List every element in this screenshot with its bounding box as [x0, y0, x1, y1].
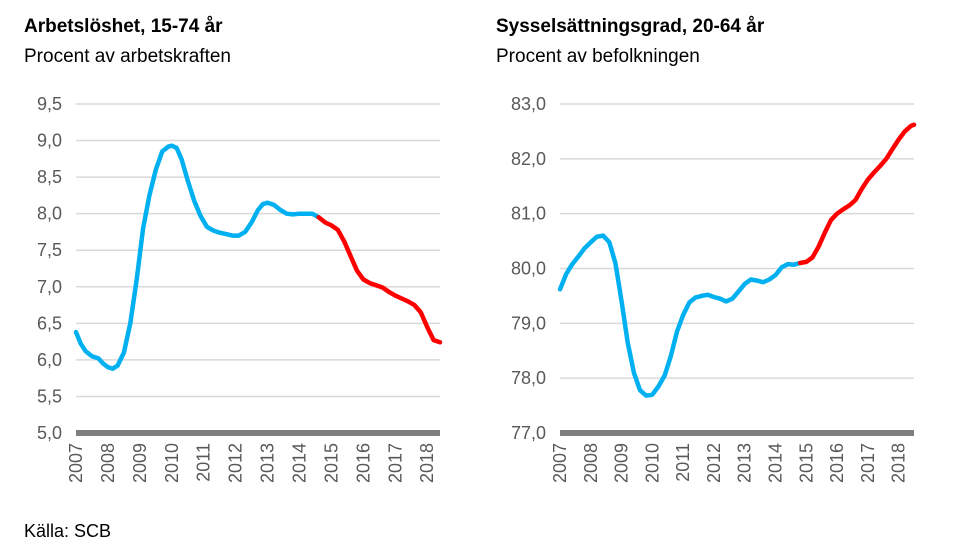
x-tick-label: 2014 — [290, 443, 310, 483]
y-tick-label: 81,0 — [511, 204, 546, 224]
y-tick-label: 8,0 — [37, 204, 62, 224]
unemployment-chart-panel: 5,0 5,5 6,0 6,5 7,0 7,5 8,0 8,5 9,0 9,5 2007 2008 20… — [0, 0, 478, 520]
y-tick-label: 78,0 — [511, 368, 546, 388]
y-tick-label: 9,5 — [37, 94, 62, 114]
x-tick-label: 2014 — [765, 443, 785, 483]
y-tick-label: 7,0 — [37, 277, 62, 297]
x-tick-label: 2012 — [226, 443, 246, 483]
x-tick-label: 2017 — [385, 443, 405, 483]
source-note: Källa: SCB — [24, 521, 112, 541]
x-tick-label: 2016 — [353, 443, 373, 483]
y-tick-label: 79,0 — [511, 313, 546, 333]
historical-series-line — [73, 143, 321, 371]
y-tick-label: 80,0 — [511, 259, 546, 279]
employment-rate-chart: 77,0 78,0 79,0 80,0 81,0 82,0 83,0 2007 2008 2009… — [511, 94, 917, 483]
x-tick-label: 2012 — [704, 443, 724, 483]
unemployment-chart-subtitle: Procent av arbetskraften — [24, 46, 231, 67]
x-tick-label: 2008 — [98, 443, 118, 483]
x-tick-label: 2010 — [642, 443, 662, 483]
x-tick-label: 2009 — [612, 443, 632, 483]
x-tick-label: 2015 — [321, 443, 341, 483]
y-tick-label: 83,0 — [511, 94, 546, 114]
x-tick-label: 2009 — [130, 443, 150, 483]
unemployment-chart-title: Arbetslöshet, 15-74 år — [24, 16, 223, 37]
x-tick-label: 2007 — [66, 443, 86, 483]
x-tick-label: 2017 — [858, 443, 878, 483]
forecast-series-line — [797, 122, 917, 266]
y-tick-label: 9,0 — [37, 131, 62, 151]
x-tick-label: 2007 — [550, 443, 570, 483]
x-tick-label: 2011 — [194, 443, 214, 482]
x-tick-label: 2013 — [735, 443, 755, 483]
y-tick-label: 82,0 — [511, 149, 546, 169]
x-tick-label: 2010 — [162, 443, 182, 483]
y-tick-label: 7,5 — [37, 240, 62, 260]
x-tick-label: 2015 — [796, 443, 816, 483]
employment-rate-chart-title: Sysselsättningsgrad, 20-64 år — [496, 16, 765, 37]
employment-rate-chart-panel: 77,0 78,0 79,0 80,0 81,0 82,0 83,0 2007 2008 2009… — [478, 0, 956, 520]
x-tick-label: 2016 — [827, 443, 847, 483]
x-tick-label: 2013 — [258, 443, 278, 483]
forecast-series-line — [316, 215, 443, 345]
unemployment-chart: 5,0 5,5 6,0 6,5 7,0 7,5 8,0 8,5 9,0 9,5 2007 2008 20… — [37, 94, 443, 483]
historical-series-line — [557, 233, 803, 398]
y-tick-label: 77,0 — [511, 423, 546, 443]
x-tick-label: 2011 — [673, 443, 693, 482]
x-tick-label: 2018 — [417, 443, 437, 483]
y-tick-label: 5,5 — [37, 386, 62, 406]
y-tick-label: 6,0 — [37, 350, 62, 370]
y-tick-label: 6,5 — [37, 313, 62, 333]
y-tick-label: 5,0 — [37, 423, 62, 443]
x-tick-label: 2008 — [581, 443, 601, 483]
y-tick-label: 8,5 — [37, 167, 62, 187]
x-tick-label: 2018 — [889, 443, 909, 483]
employment-rate-chart-subtitle: Procent av befolkningen — [496, 46, 700, 67]
